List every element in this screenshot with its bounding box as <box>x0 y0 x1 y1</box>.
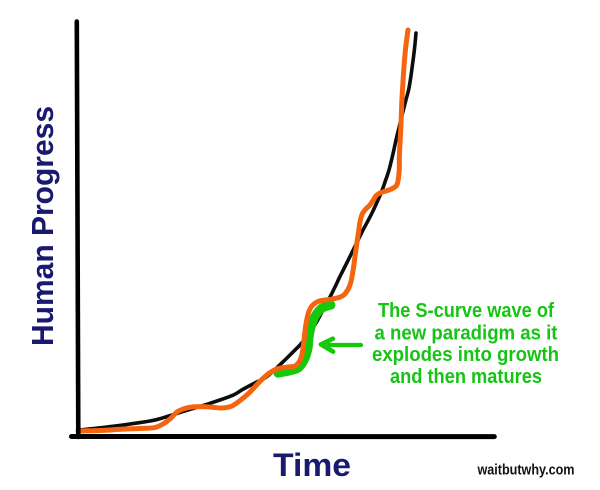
svg-text:explodes into growth: explodes into growth <box>372 344 559 366</box>
svg-text:The S-curve wave of: The S-curve wave of <box>378 300 554 322</box>
svg-text:Human Progress: Human Progress <box>25 106 60 346</box>
svg-text:Time: Time <box>273 447 351 483</box>
svg-text:and then matures: and then matures <box>390 366 542 388</box>
svg-text:waitbutwhy.com: waitbutwhy.com <box>477 462 575 479</box>
svg-text:a new paradigm as it: a new paradigm as it <box>375 323 558 345</box>
